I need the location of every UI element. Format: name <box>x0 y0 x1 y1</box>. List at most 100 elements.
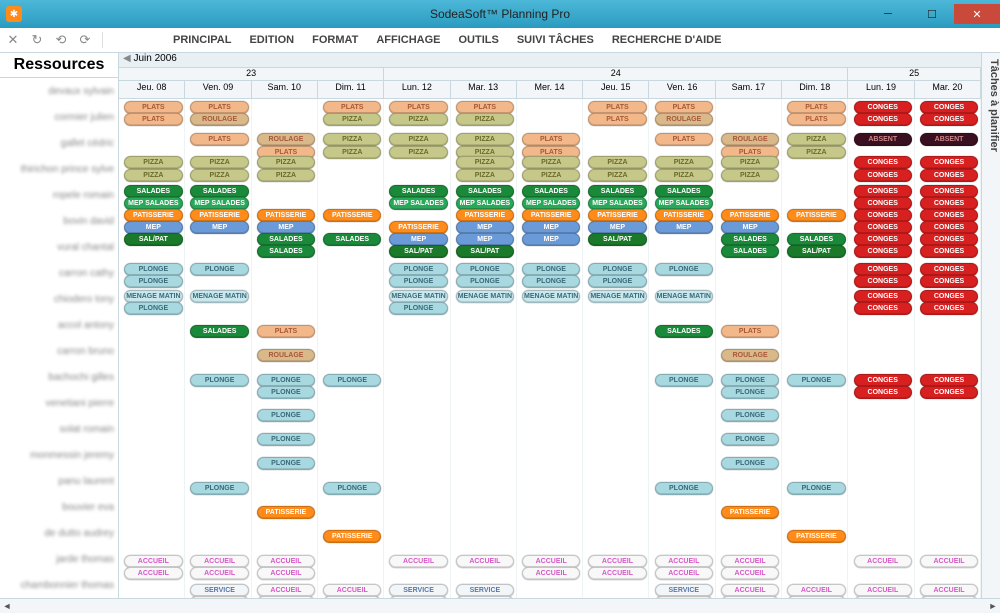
task-pizza[interactable]: PIZZA <box>389 113 447 126</box>
task-patisserie[interactable]: PATISSERIE <box>124 209 182 222</box>
day-header[interactable]: Mar. 20 <box>915 81 981 99</box>
task-salades[interactable]: SALADES <box>257 233 315 246</box>
task-accueil[interactable]: ACCUEIL <box>257 555 315 568</box>
titlebar[interactable]: ✱ SodeaSoft™ Planning Pro ─ ☐ ✕ <box>0 0 1000 28</box>
task-sal-pat[interactable]: SAL/PAT <box>456 245 514 258</box>
task-patisserie[interactable]: PATISSERIE <box>190 209 248 222</box>
task-conges[interactable]: CONGES <box>920 197 978 210</box>
task-conges[interactable]: CONGES <box>854 185 912 198</box>
task-plats[interactable]: PLATS <box>456 101 514 114</box>
task-accueil[interactable]: ACCUEIL <box>323 596 381 598</box>
task-pizza[interactable]: PIZZA <box>588 156 646 169</box>
task-pizza[interactable]: PIZZA <box>257 169 315 182</box>
task-plonge[interactable]: PLONGE <box>456 275 514 288</box>
task-plonge[interactable]: PLONGE <box>190 482 248 495</box>
resource-row[interactable]: bouvier eva <box>0 494 118 520</box>
task-plonge[interactable]: PLONGE <box>588 275 646 288</box>
task-plonge[interactable]: PLONGE <box>257 457 315 470</box>
task-roulage[interactable]: ROULAGE <box>655 113 713 126</box>
task-accueil[interactable]: ACCUEIL <box>721 567 779 580</box>
day-header[interactable]: Lun. 19 <box>848 81 914 99</box>
task-roulage[interactable]: ROULAGE <box>257 133 315 146</box>
resource-row[interactable]: vural chantal <box>0 234 118 260</box>
task-patisserie[interactable]: PATISSERIE <box>257 506 315 519</box>
task-plats[interactable]: PLATS <box>389 101 447 114</box>
task-conges[interactable]: CONGES <box>920 386 978 399</box>
task-envoi[interactable]: ENVOI <box>190 596 248 598</box>
task-accueil[interactable]: ACCUEIL <box>522 555 580 568</box>
scroll-right-icon[interactable]: ► <box>986 600 1000 612</box>
task-conges[interactable]: CONGES <box>920 169 978 182</box>
task-plonge[interactable]: PLONGE <box>721 433 779 446</box>
task-service[interactable]: SERVICE <box>655 584 713 597</box>
task-plats[interactable]: PLATS <box>323 101 381 114</box>
task-pizza[interactable]: PIZZA <box>323 133 381 146</box>
resource-row[interactable]: ropele romain <box>0 182 118 208</box>
task-plats[interactable]: PLATS <box>655 101 713 114</box>
task-accueil[interactable]: ACCUEIL <box>588 567 646 580</box>
task-mep-patisserie[interactable]: MEP PATISSERIE <box>456 233 514 246</box>
task-mep-salades[interactable]: MEP SALADES <box>588 197 646 210</box>
task-salades[interactable]: SALADES <box>323 233 381 246</box>
task-roulage[interactable]: ROULAGE <box>190 113 248 126</box>
task-pizza[interactable]: PIZZA <box>190 169 248 182</box>
task-patisserie[interactable]: PATISSERIE <box>323 530 381 543</box>
task-conges[interactable]: CONGES <box>854 245 912 258</box>
task-plonge[interactable]: PLONGE <box>389 275 447 288</box>
resource-row[interactable]: venetiani pierre <box>0 390 118 416</box>
task-plats[interactable]: PLATS <box>190 133 248 146</box>
task-plonge[interactable]: PLONGE <box>522 263 580 276</box>
task-plonge[interactable]: PLONGE <box>787 482 845 495</box>
task-plonge[interactable]: PLONGE <box>323 482 381 495</box>
task-plonge[interactable]: PLONGE <box>522 275 580 288</box>
task-accueil[interactable]: ACCUEIL <box>854 584 912 597</box>
minimize-button[interactable]: ─ <box>866 4 910 24</box>
task-conges[interactable]: CONGES <box>920 221 978 234</box>
task-accueil[interactable]: ACCUEIL <box>787 584 845 597</box>
task-pizza[interactable]: PIZZA <box>323 146 381 159</box>
task-conges[interactable]: CONGES <box>854 113 912 126</box>
next-icon[interactable]: ⟳ <box>78 33 92 47</box>
resource-row[interactable]: accol antony <box>0 312 118 338</box>
task-patisserie[interactable]: PATISSERIE <box>721 209 779 222</box>
task-patisserie[interactable]: PATISSERIE <box>389 221 447 234</box>
task-mep-patisserie[interactable]: MEP PATISSERIE <box>655 221 713 234</box>
task-conges[interactable]: CONGES <box>920 233 978 246</box>
resource-row[interactable]: bovin david <box>0 208 118 234</box>
task-conges[interactable]: CONGES <box>854 156 912 169</box>
task-accueil[interactable]: ACCUEIL <box>389 596 447 598</box>
task-plonge[interactable]: PLONGE <box>721 457 779 470</box>
task-salades[interactable]: SALADES <box>124 185 182 198</box>
task-accueil[interactable]: ACCUEIL <box>456 555 514 568</box>
task-salades[interactable]: SALADES <box>190 185 248 198</box>
task-service[interactable]: SERVICE <box>190 584 248 597</box>
resource-row[interactable]: carron bruno <box>0 338 118 364</box>
task-plats[interactable]: PLATS <box>522 133 580 146</box>
task-pizza[interactable]: PIZZA <box>588 169 646 182</box>
task-menage-matin[interactable]: MENAGE MATIN <box>389 290 447 303</box>
resource-row[interactable]: chambonnier thomas <box>0 572 118 598</box>
task-service[interactable]: SERVICE <box>389 584 447 597</box>
resource-row[interactable]: panu laurent <box>0 468 118 494</box>
task-pizza[interactable]: PIZZA <box>124 156 182 169</box>
task-envoi[interactable]: ENVOI <box>655 596 713 598</box>
menu-principal[interactable]: PRINCIPAL <box>173 34 231 46</box>
task-pizza[interactable]: PIZZA <box>522 156 580 169</box>
task-service[interactable]: SERVICE <box>456 584 514 597</box>
task-mep-patisserie[interactable]: MEP PATISSERIE <box>190 221 248 234</box>
task-plonge[interactable]: PLONGE <box>389 263 447 276</box>
task-conges[interactable]: CONGES <box>854 374 912 387</box>
task-plonge[interactable]: PLONGE <box>257 386 315 399</box>
task-plats[interactable]: PLATS <box>787 113 845 126</box>
task-accueil[interactable]: ACCUEIL <box>655 567 713 580</box>
task-plats[interactable]: PLATS <box>655 133 713 146</box>
task-conges[interactable]: CONGES <box>854 169 912 182</box>
task-plonge[interactable]: PLONGE <box>389 302 447 315</box>
task-mep-salades[interactable]: MEP SALADES <box>456 197 514 210</box>
task-menage-matin[interactable]: MENAGE MATIN <box>456 290 514 303</box>
task-plonge[interactable]: PLONGE <box>124 263 182 276</box>
task-accueil[interactable]: ACCUEIL <box>920 555 978 568</box>
task-accueil[interactable]: ACCUEIL <box>854 596 912 598</box>
task-conges[interactable]: CONGES <box>920 101 978 114</box>
task-accueil[interactable]: ACCUEIL <box>920 584 978 597</box>
